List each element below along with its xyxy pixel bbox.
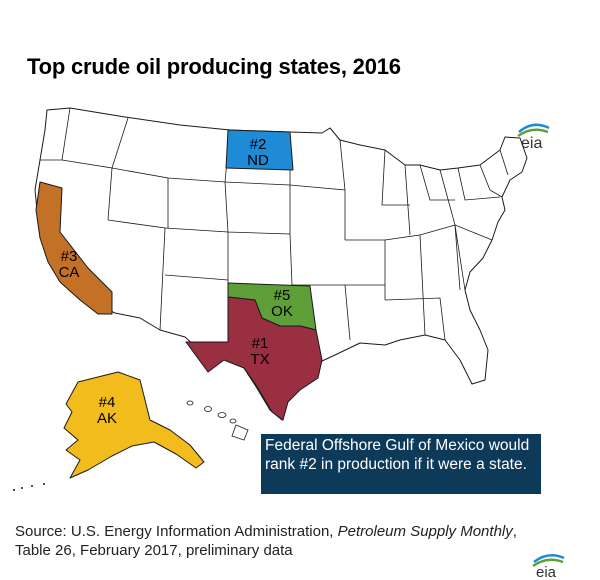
eia-footer-logo-icon: eia [532,554,565,580]
label-nd: #2 ND [241,137,275,169]
page-title: Top crude oil producing states, 2016 [27,54,401,79]
state-tx [185,296,323,421]
label-ak-rank: #4 [98,394,116,411]
source-publication: Petroleum Supply Monthly [337,523,513,540]
source-note: Source: U.S. Energy Information Administ… [15,522,590,560]
state-hi [186,400,249,441]
label-nd-rank: #2 [249,136,267,153]
label-tx-abbr: TX [250,351,270,368]
eia-logo-text: eia [521,135,542,152]
source-prefix: Source: U.S. Energy Information Administ… [15,523,338,540]
label-ak: #4 AK [90,395,124,427]
gulf-callout: Federal Offshore Gulf of Mexico would ra… [261,434,541,494]
source-line2: Table 26, February 2017, preliminary dat… [15,542,293,559]
aleutian-islands [13,483,45,491]
source-suffix: , [512,523,517,540]
state-ca [35,181,113,315]
label-ok: #5 OK [265,288,299,320]
lower48-outline [34,107,528,421]
label-ca-rank: #3 [60,248,78,265]
state-borders [40,107,509,341]
label-nd-abbr: ND [247,152,269,169]
label-ok-rank: #5 [273,287,291,304]
label-ca-abbr: CA [58,264,80,281]
state-nd [225,129,294,171]
eia-footer-logo-text: eia [536,564,557,580]
label-tx-rank: #1 [251,335,269,352]
label-ca: #3 CA [52,249,86,281]
label-ok-abbr: OK [271,303,293,320]
label-ak-abbr: AK [96,410,117,427]
us-map [13,107,528,491]
state-ak [63,371,205,479]
eia-logo-icon: eia [517,123,550,152]
label-tx: #1 TX [243,336,277,368]
